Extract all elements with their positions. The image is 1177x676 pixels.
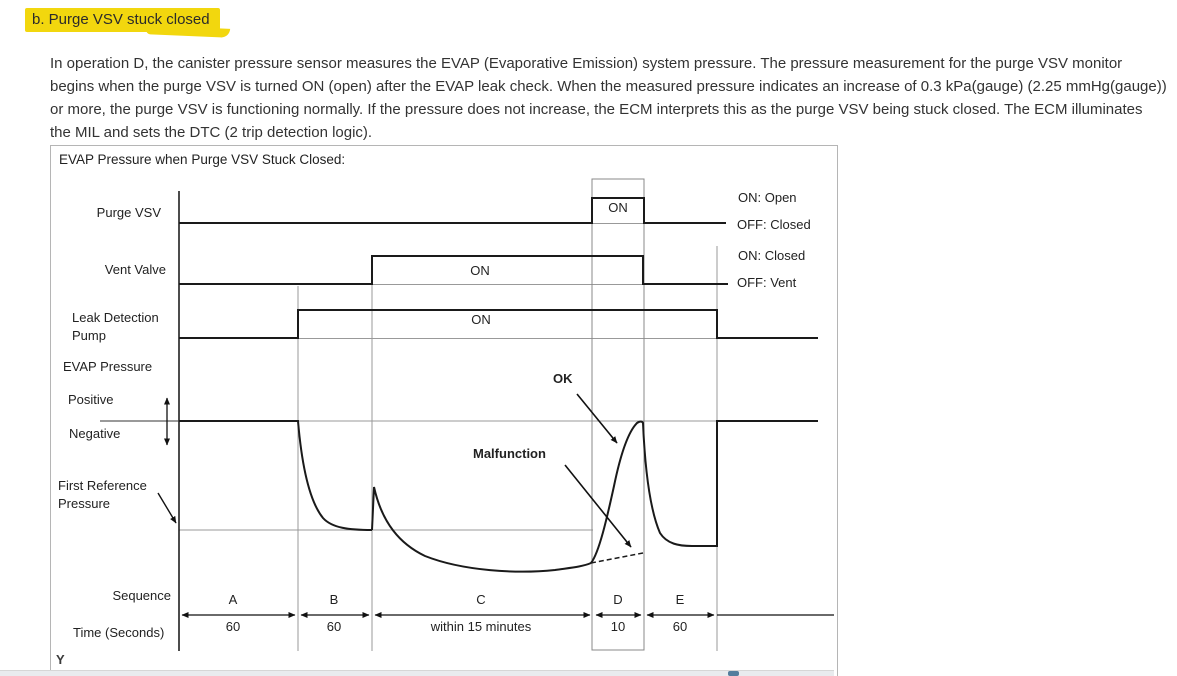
malfunction-dashed-trace bbox=[590, 552, 644, 564]
first-reference-arrow bbox=[157, 492, 177, 524]
annotation-arrows bbox=[157, 393, 632, 548]
sequence-time-c: within 15 minutes bbox=[430, 619, 532, 634]
malfunction-label: Malfunction bbox=[473, 446, 546, 461]
sequence-time-d: 10 bbox=[611, 619, 625, 634]
ok-label: OK bbox=[553, 371, 573, 386]
sequence-segment-c: C bbox=[476, 592, 485, 607]
purge-legend-on: ON: Open bbox=[738, 190, 797, 205]
first-reference-label-line1: First Reference bbox=[58, 478, 147, 493]
negative-label: Negative bbox=[69, 426, 120, 441]
evap-pressure-label: EVAP Pressure bbox=[63, 359, 152, 374]
positive-label: Positive bbox=[68, 392, 114, 407]
horizontal-scrollbar-track[interactable] bbox=[0, 670, 834, 676]
leak-pump-label-line2: Pump bbox=[72, 328, 106, 343]
leak-pump-on-label: ON bbox=[471, 312, 491, 327]
sequence-time-b: 60 bbox=[327, 619, 341, 634]
purge-vsv-label: Purge VSV bbox=[97, 205, 162, 220]
timing-diagram-panel: EVAP Pressure when Purge VSV Stuck Close… bbox=[50, 145, 838, 676]
leak-pump-label-line1: Leak Detection bbox=[72, 310, 159, 325]
grid-lines bbox=[179, 223, 718, 651]
evap-pressure-curve bbox=[179, 420, 818, 573]
time-seconds-label: Time (Seconds) bbox=[73, 625, 164, 640]
purge-vsv-signal-trace bbox=[179, 197, 726, 224]
sequence-time-e: 60 bbox=[673, 619, 687, 634]
leak-pump-signal-trace bbox=[179, 309, 818, 339]
sequence-segment-b: B bbox=[330, 592, 339, 607]
sequence-segment-e: E bbox=[676, 592, 685, 607]
first-reference-label-line2: Pressure bbox=[58, 496, 110, 511]
timing-diagram: Purge VSV Vent Valve Leak Detection Pump… bbox=[58, 178, 834, 651]
sequence-time-a: 60 bbox=[226, 619, 240, 634]
sequence-label: Sequence bbox=[112, 588, 171, 603]
vent-valve-signal-trace bbox=[179, 255, 728, 285]
diagram-corner-label: Y bbox=[56, 652, 65, 667]
purge-on-label: ON bbox=[608, 200, 628, 215]
sequence-segment-d: D bbox=[613, 592, 622, 607]
diagram-title: EVAP Pressure when Purge VSV Stuck Close… bbox=[59, 152, 346, 167]
ok-arrow bbox=[576, 393, 618, 444]
detection-window-box bbox=[591, 178, 645, 651]
vent-legend-off: OFF: Vent bbox=[737, 275, 797, 290]
horizontal-scrollbar-thumb[interactable] bbox=[728, 671, 739, 676]
description-paragraph: In operation D, the canister pressure se… bbox=[50, 55, 1167, 141]
sequence-segment-a: A bbox=[229, 592, 238, 607]
vent-legend-on: ON: Closed bbox=[738, 248, 805, 263]
malfunction-arrow bbox=[564, 464, 632, 548]
vent-on-label: ON bbox=[470, 263, 490, 278]
vent-valve-label: Vent Valve bbox=[105, 262, 166, 277]
section-heading: b. Purge VSV stuck closed bbox=[25, 8, 220, 32]
purge-legend-off: OFF: Closed bbox=[737, 217, 811, 232]
highlighted-heading-text: b. Purge VSV stuck closed bbox=[25, 8, 220, 32]
